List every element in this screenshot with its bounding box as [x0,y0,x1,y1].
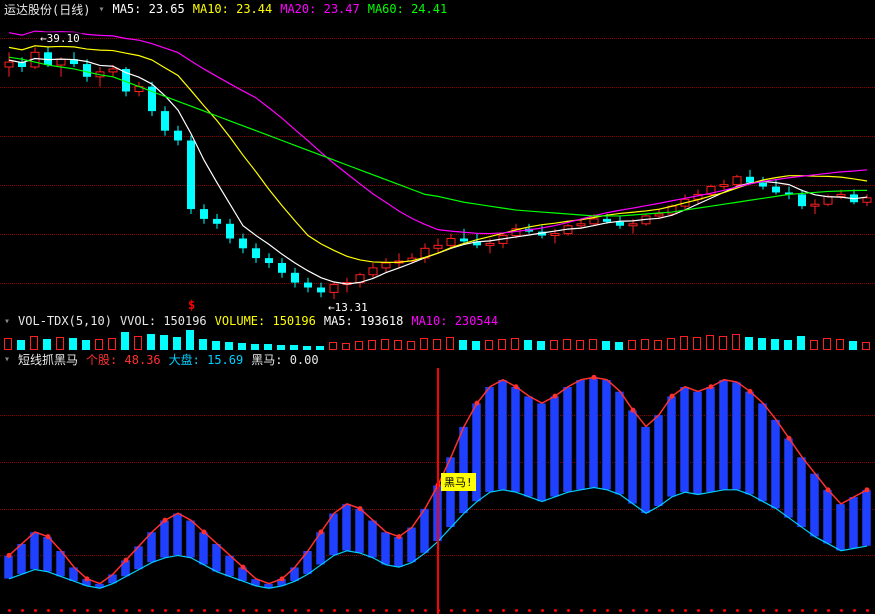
candlestick-chart[interactable]: ←39.10←13.31$ [0,18,875,312]
ma5-label: MA5: 23.65 [112,2,184,16]
main-price-panel: 运达股份(日线) ▾ MA5: 23.65 MA10: 23.44 MA20: … [0,0,875,312]
indicator-title: 短线抓黑马 [18,351,78,368]
volume-header: ▾ VOL-TDX(5,10) VVOL: 150196 VOLUME: 150… [0,312,875,330]
stock-title: 运达股份(日线) [4,1,90,18]
gg-label: 个股: 48.36 [86,351,161,368]
ma60-label: MA60: 24.41 [368,2,447,16]
vol-title: VOL-TDX(5,10) [18,314,112,328]
indicator-chart[interactable]: 黑马! [0,368,875,614]
vol-ma5-label: MA5: 193618 [324,314,404,328]
ma20-label: MA20: 23.47 [280,2,359,16]
volume-panel: ▾ VOL-TDX(5,10) VVOL: 150196 VOLUME: 150… [0,312,875,350]
vol-ma10-label: MA10: 230544 [411,314,498,328]
hm-label: 黑马: 0.00 [251,351,318,368]
chevron-down-icon[interactable]: ▾ [98,4,104,15]
main-header: 运达股份(日线) ▾ MA5: 23.65 MA10: 23.44 MA20: … [0,0,875,18]
ma10-label: MA10: 23.44 [193,2,272,16]
chevron-down-icon[interactable]: ▾ [4,354,10,365]
volume-label: VOLUME: 150196 [215,314,316,328]
indicator-header: ▾ 短线抓黑马 个股: 48.36 大盘: 15.69 黑马: 0.00 [0,350,875,368]
chevron-down-icon[interactable]: ▾ [4,316,10,327]
vvol-label: VVOL: 150196 [120,314,207,328]
indicator-panel: ▾ 短线抓黑马 个股: 48.36 大盘: 15.69 黑马: 0.00 黑马! [0,350,875,614]
dp-label: 大盘: 15.69 [169,351,244,368]
volume-chart[interactable] [0,330,875,350]
